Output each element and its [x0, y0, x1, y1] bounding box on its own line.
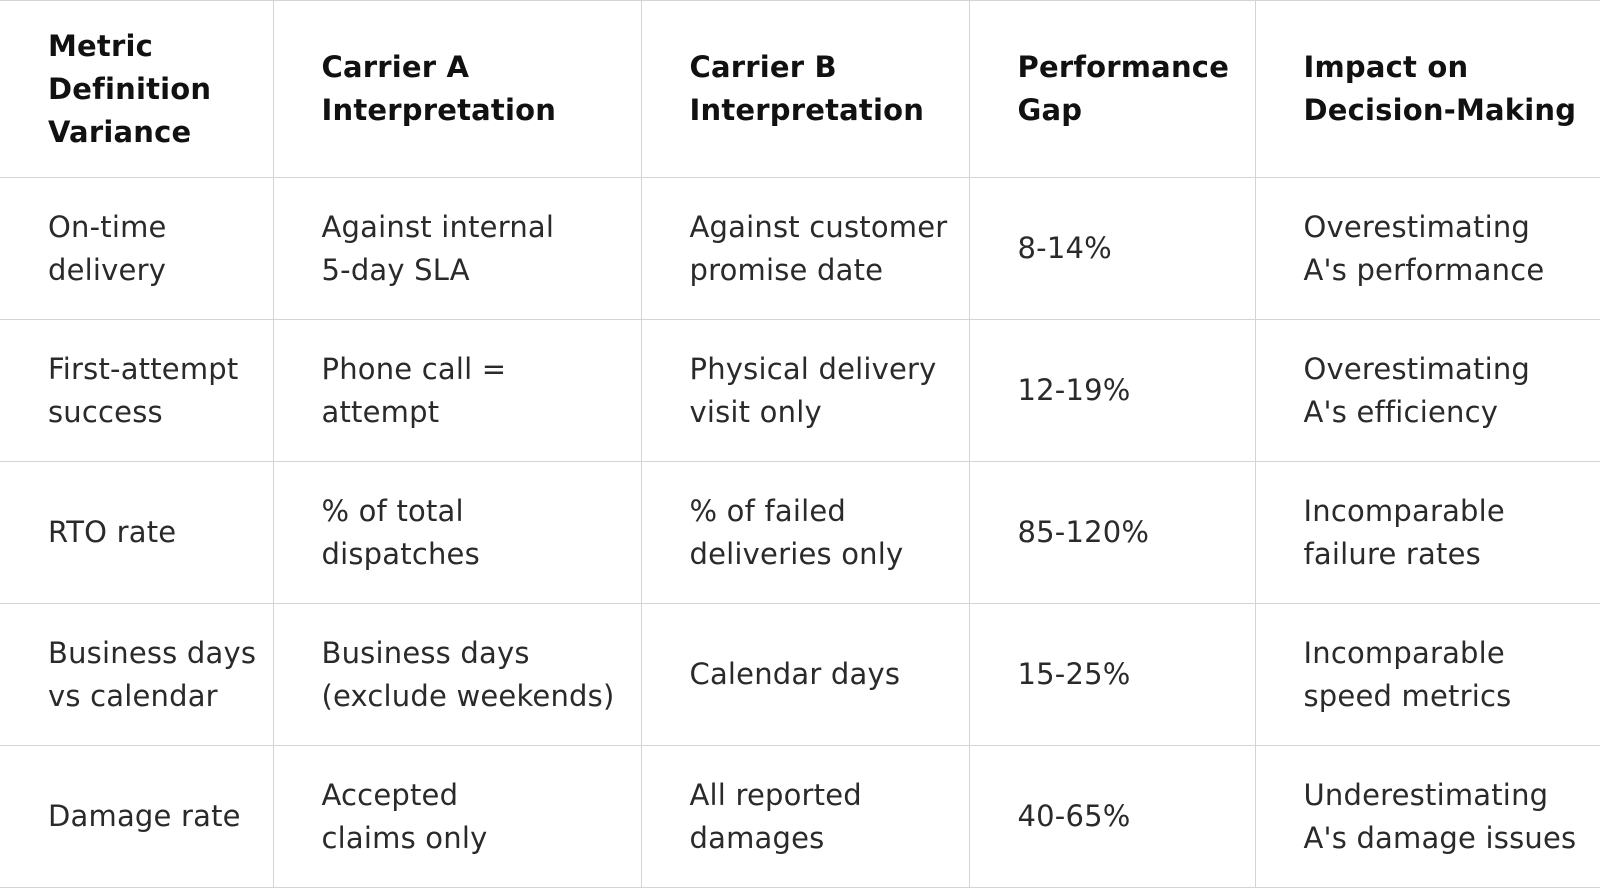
table-row: First-attempt success Phone call = attemp… [0, 319, 1600, 462]
table-cell: Physical delivery visit only [640, 319, 970, 462]
table-cell: All reported damages [640, 745, 970, 888]
table-cell: RTO rate [0, 461, 274, 604]
table-row: On-time delivery Against internal 5-day S… [0, 177, 1600, 320]
table-cell: Incomparable failure rates [1254, 461, 1600, 604]
table-cell: Phone call = attempt [272, 319, 642, 462]
table-cell: Calendar days [640, 603, 970, 746]
header-cell: Impact on Decision-Making [1254, 0, 1600, 178]
header-cell: Performance Gap [968, 0, 1256, 178]
table-cell: % of failed deliveries only [640, 461, 970, 604]
table-cell: Damage rate [0, 745, 274, 888]
table-cell: On-time delivery [0, 177, 274, 320]
table-cell: Against customer promise date [640, 177, 970, 320]
table-cell: 85-120% [968, 461, 1256, 604]
header-row: Metric Definition Variance Carrier A Inte… [0, 0, 1600, 178]
table-cell: Business days vs calendar [0, 603, 274, 746]
table-cell: 8-14% [968, 177, 1256, 320]
table-cell: 12-19% [968, 319, 1256, 462]
table-row: Business days vs calendar Business days (… [0, 603, 1600, 746]
table-row: RTO rate% of total dispatches% of failed… [0, 461, 1600, 604]
table-cell: Business days (exclude weekends) [272, 603, 642, 746]
table-cell: Incomparable speed metrics [1254, 603, 1600, 746]
header-cell: Carrier B Interpretation [640, 0, 970, 178]
table-cell: Overestimating A's efficiency [1254, 319, 1600, 462]
table-cell: Underestimating A's damage issues [1254, 745, 1600, 888]
header-cell: Metric Definition Variance [0, 0, 274, 178]
table-cell: 40-65% [968, 745, 1256, 888]
table-cell: 15-25% [968, 603, 1256, 746]
table-cell: Against internal 5-day SLA [272, 177, 642, 320]
table-cell: Overestimating A's performance [1254, 177, 1600, 320]
table-cell: First-attempt success [0, 319, 274, 462]
table-body: On-time delivery Against internal 5-day S… [0, 177, 1600, 888]
header-cell: Carrier A Interpretation [272, 0, 642, 178]
table-cell: % of total dispatches [272, 461, 642, 604]
table-row: Damage rate Accepted claims only All repor… [0, 745, 1600, 888]
table-cell: Accepted claims only [272, 745, 642, 888]
